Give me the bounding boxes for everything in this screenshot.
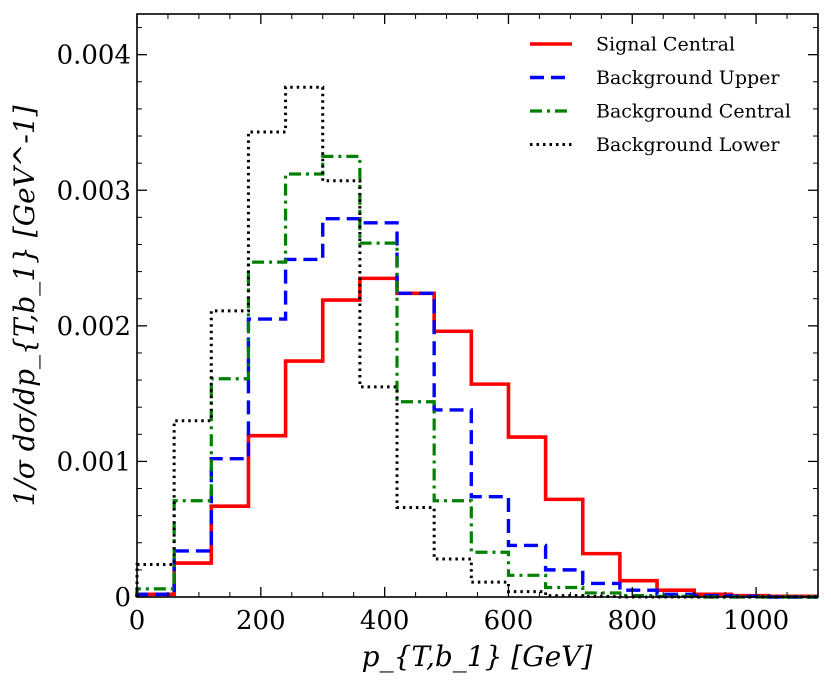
x-tick-label: 200 bbox=[236, 606, 286, 636]
legend-label: Background Upper bbox=[596, 67, 780, 89]
legend-label: Background Lower bbox=[596, 134, 780, 156]
series-layer bbox=[135, 85, 818, 599]
legend-label: Signal Central bbox=[596, 34, 735, 56]
x-tick-label: 400 bbox=[360, 606, 410, 636]
plot-frame bbox=[136, 13, 819, 598]
y-tick-label: 0 bbox=[114, 583, 131, 613]
series-line-signal-central bbox=[135, 276, 818, 599]
y-tick-label: 0.001 bbox=[57, 447, 131, 477]
legend: Signal Central Background Upper Background… bbox=[530, 34, 791, 156]
x-axis-title: p_{T,b_1} [GeV] bbox=[362, 640, 593, 673]
y-tick-label: 0.004 bbox=[57, 41, 131, 71]
x-tick-label: 600 bbox=[484, 606, 534, 636]
y-tick-label: 0.003 bbox=[57, 176, 131, 206]
y-axis-title: 1/σ dσ/dp_{T,b_1} [GeV^-1] bbox=[8, 105, 41, 506]
y-tick-label: 0.002 bbox=[57, 312, 131, 342]
x-tick-label: 0 bbox=[129, 606, 146, 636]
series-line-background-central bbox=[135, 154, 818, 599]
x-tick-label: 800 bbox=[607, 606, 657, 636]
legend-label: Background Central bbox=[596, 101, 791, 123]
series-line-background-upper bbox=[135, 217, 818, 599]
x-tick-label: 1000 bbox=[723, 606, 789, 636]
series-line-background-lower bbox=[135, 85, 818, 599]
ticks-layer: 0 200 400 600 800 1000 0 0.001 0.002 0.003 0.004 bbox=[57, 14, 819, 636]
